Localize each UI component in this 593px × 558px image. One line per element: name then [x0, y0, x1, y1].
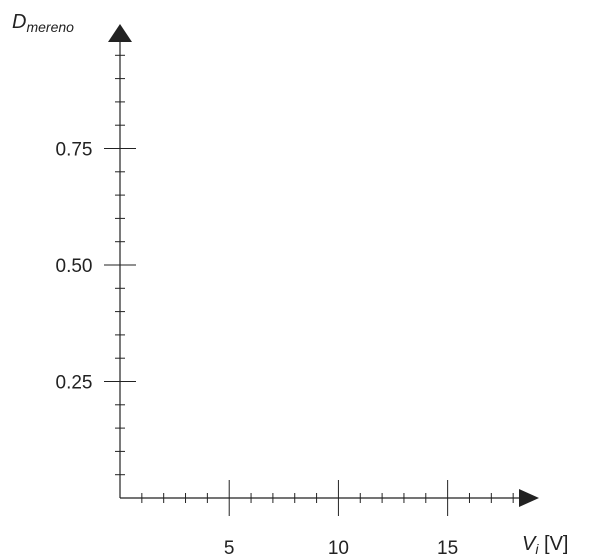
x-axis-label-symbol: V [522, 533, 537, 555]
y-axis-label-subscript: mereno [26, 19, 74, 35]
y-tick-label: 0.50 [56, 256, 93, 277]
x-axis-label-subscript: i [535, 541, 539, 557]
y-axis-label-symbol: D [12, 11, 26, 33]
x-tick-label: 15 [437, 538, 458, 558]
x-axis-label-unit: [V] [538, 533, 568, 555]
axis-labels: Dmereno Vi [V] [12, 11, 568, 557]
x-axis-label: Vi [V] [522, 533, 568, 557]
y-tick-label: 0.25 [56, 373, 93, 394]
y-tick-label: 0.75 [56, 140, 93, 161]
axes [108, 24, 539, 507]
y-axis-arrow [108, 24, 132, 42]
ticks [104, 54, 514, 516]
x-tick-label: 10 [328, 538, 349, 558]
y-axis-label: Dmereno [12, 11, 74, 35]
x-axis-arrow [519, 489, 539, 507]
tick-labels: 5 10 15 0.25 0.50 0.75 [56, 140, 459, 558]
x-tick-label: 5 [224, 538, 235, 558]
